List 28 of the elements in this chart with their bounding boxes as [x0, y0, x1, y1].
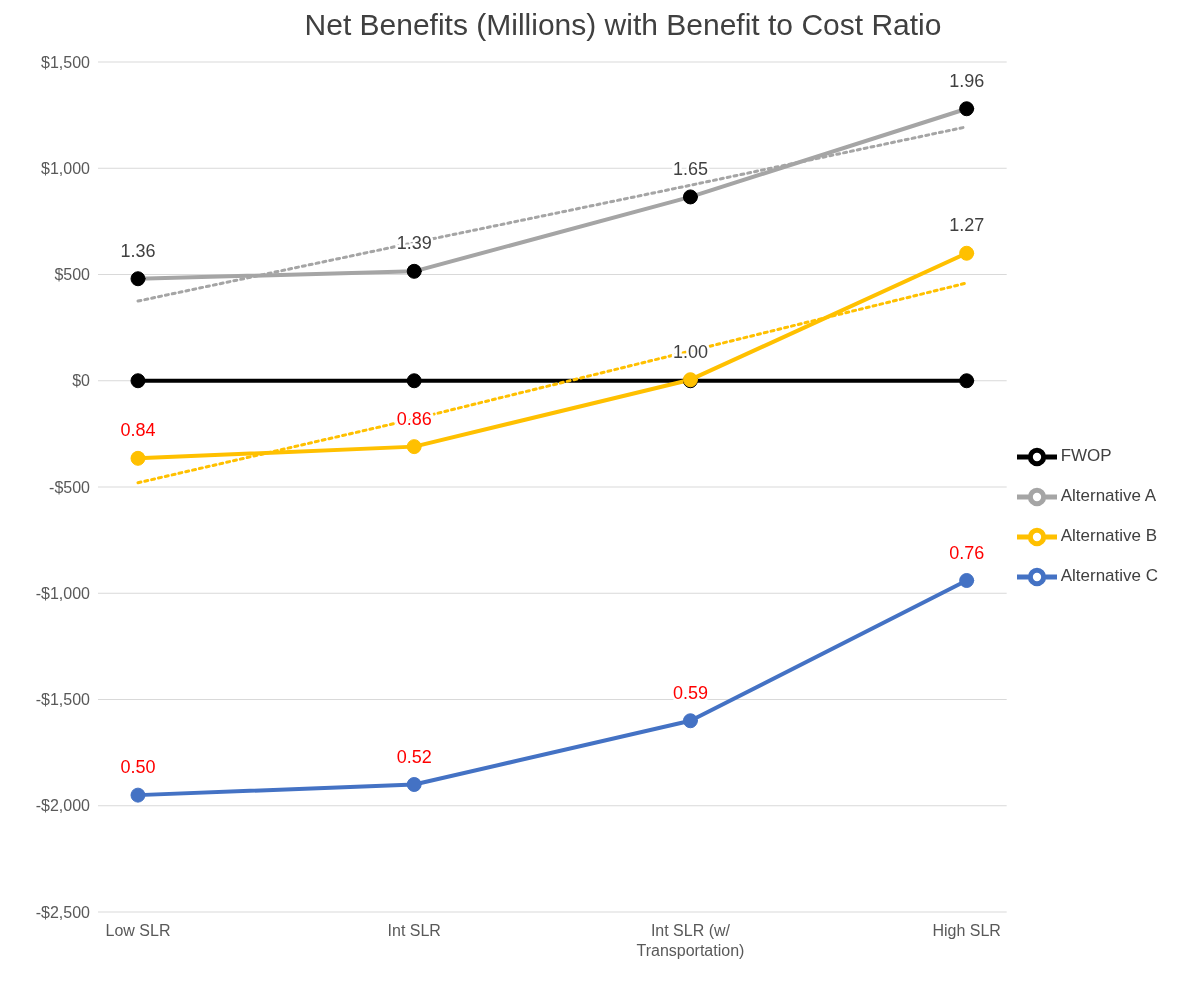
- annotation: 1.36: [120, 240, 156, 261]
- annotation: 0.59: [672, 682, 708, 703]
- y-tick-label: -$1,500: [35, 691, 91, 709]
- annotation: 1.96: [949, 70, 985, 91]
- annotation: 0.50: [120, 757, 156, 778]
- annotation: 0.76: [949, 542, 985, 563]
- x-tick-label: Low SLR: [105, 922, 171, 939]
- legend-label: FWOP: [1060, 446, 1112, 466]
- annotation: 1.65: [672, 158, 708, 179]
- y-tick-label: $0: [72, 372, 91, 390]
- x-tick-label: High SLR: [932, 922, 1001, 939]
- y-tick-label: -$500: [49, 478, 91, 496]
- annotation: 0.52: [396, 746, 432, 767]
- x-tick-label: Int SLR: [387, 922, 441, 939]
- y-tick-label: $1,000: [41, 159, 91, 177]
- y-tick-label: -$2,000: [35, 797, 91, 815]
- legend-label: Alternative C: [1060, 566, 1158, 586]
- y-tick-label: -$1,000: [35, 584, 91, 602]
- annotation: 1.27: [949, 215, 985, 236]
- x-tick-label: Int SLR (w/ Transportation): [636, 922, 745, 959]
- y-tick-label: -$2,500: [35, 903, 91, 921]
- chart-title: Net Benefits (Millions) with Benefit to Cost Ratio: [303, 8, 943, 42]
- legend-label: Alternative B: [1060, 526, 1158, 546]
- annotation: 1.39: [396, 233, 432, 254]
- legend-label: Alternative A: [1060, 486, 1157, 506]
- y-tick-label: $500: [54, 266, 91, 284]
- y-tick-label: $1,500: [41, 53, 91, 71]
- annotation: 0.84: [120, 420, 156, 441]
